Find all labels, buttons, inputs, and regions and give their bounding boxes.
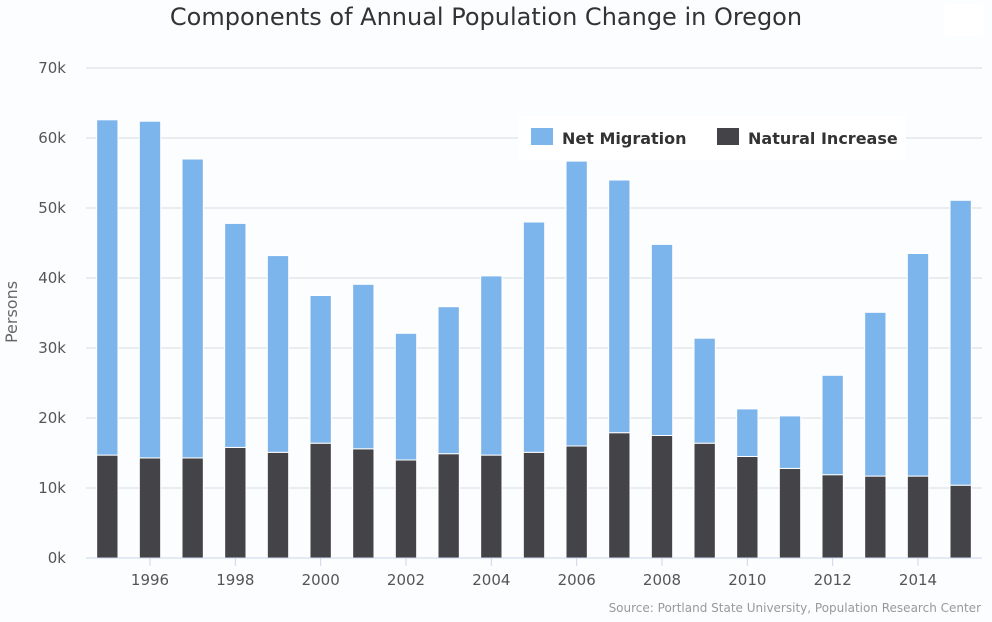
bar-natural-increase-2006[interactable]	[565, 445, 588, 559]
y-tick-label: 40k	[38, 269, 66, 287]
x-tick-label: 2008	[643, 571, 681, 589]
x-tick-label: 2002	[387, 571, 425, 589]
bar-natural-increase-2010[interactable]	[736, 456, 759, 559]
bar-natural-increase-2004[interactable]	[480, 454, 503, 559]
x-tick-label: 2006	[558, 571, 596, 589]
legend-item-net-migration[interactable]: Net Migration	[531, 128, 687, 148]
y-axis-ticks: 0k 10k 20k 30k 40k 50k 60k 70k	[38, 59, 66, 567]
bar-natural-increase-2012[interactable]	[821, 474, 844, 559]
legend-label-natural-increase: Natural Increase	[748, 129, 898, 148]
legend-label-net-migration: Net Migration	[562, 129, 687, 148]
bar-net-migration-2001[interactable]	[352, 283, 375, 450]
bar-net-migration-2000[interactable]	[309, 295, 332, 444]
legend-box	[518, 116, 906, 160]
bar-net-migration-2010[interactable]	[736, 408, 759, 457]
bar-natural-increase-2011[interactable]	[778, 467, 802, 559]
bar-net-migration-2002[interactable]	[394, 332, 418, 461]
y-tick-label: 60k	[38, 129, 66, 147]
x-tick-label: 2014	[899, 571, 937, 589]
bar-natural-increase-2007[interactable]	[608, 432, 631, 559]
bar-natural-increase-2008[interactable]	[650, 435, 674, 559]
x-tick-label: 1998	[216, 571, 254, 589]
bar-net-migration-2015[interactable]	[949, 199, 972, 486]
x-tick-label: 2010	[728, 571, 766, 589]
bar-natural-increase-1998[interactable]	[224, 446, 247, 559]
bar-natural-increase-2015[interactable]	[949, 484, 972, 559]
bar-natural-increase-2014[interactable]	[906, 475, 930, 559]
chart-title: Components of Annual Population Change i…	[170, 3, 802, 31]
bar-net-migration-2012[interactable]	[821, 374, 844, 476]
y-tick-label: 20k	[38, 409, 66, 427]
bar-net-migration-2011[interactable]	[778, 415, 802, 469]
x-axis-ticks: 1996 1998 2000 2002 2004 2006 2008 2010 2012 2014	[131, 558, 937, 589]
bars	[96, 119, 972, 559]
bar-natural-increase-1997[interactable]	[181, 457, 204, 559]
bar-net-migration-2008[interactable]	[650, 243, 674, 436]
bar-net-migration-1998[interactable]	[224, 222, 247, 448]
y-axis-title: Persons	[2, 281, 21, 343]
bar-natural-increase-2009[interactable]	[693, 442, 716, 559]
bar-net-migration-2003[interactable]	[437, 306, 460, 455]
y-tick-label: 10k	[38, 479, 66, 497]
bar-net-migration-1995[interactable]	[96, 119, 119, 456]
x-tick-label: 2004	[472, 571, 510, 589]
x-tick-label: 2012	[814, 571, 852, 589]
bar-natural-increase-1996[interactable]	[138, 457, 162, 559]
bar-net-migration-1999[interactable]	[266, 255, 290, 453]
bar-net-migration-2009[interactable]	[693, 337, 716, 444]
bar-natural-increase-2002[interactable]	[394, 459, 418, 559]
bar-net-migration-1996[interactable]	[138, 120, 162, 459]
y-tick-label: 0k	[48, 549, 67, 567]
bar-natural-increase-2013[interactable]	[864, 475, 887, 559]
bar-natural-increase-2000[interactable]	[309, 442, 332, 559]
bar-net-migration-2006[interactable]	[565, 160, 588, 447]
legend-swatch-net-migration	[531, 128, 553, 145]
bar-natural-increase-2005[interactable]	[522, 451, 546, 559]
bar-natural-increase-1999[interactable]	[266, 451, 290, 559]
bar-natural-increase-2003[interactable]	[437, 453, 460, 559]
bar-net-migration-2005[interactable]	[522, 221, 546, 453]
y-tick-label: 30k	[38, 339, 66, 357]
legend-swatch-natural-increase	[717, 128, 739, 145]
y-tick-label: 50k	[38, 199, 66, 217]
bar-natural-increase-1995[interactable]	[96, 454, 119, 559]
x-tick-label: 1996	[131, 571, 169, 589]
y-tick-label: 70k	[38, 59, 66, 77]
source-credit[interactable]: Source: Portland State University, Popul…	[609, 601, 982, 615]
bar-net-migration-2004[interactable]	[480, 275, 503, 456]
bar-net-migration-2014[interactable]	[906, 253, 930, 477]
bar-net-migration-2013[interactable]	[864, 311, 887, 477]
bar-net-migration-2007[interactable]	[608, 179, 631, 434]
legend-item-natural-increase[interactable]: Natural Increase	[717, 128, 898, 148]
bar-natural-increase-2001[interactable]	[352, 448, 375, 559]
x-tick-label: 2000	[302, 571, 340, 589]
legend: Net Migration Natural Increase	[518, 116, 906, 160]
bar-net-migration-1997[interactable]	[181, 158, 204, 459]
context-menu-button[interactable]	[944, 4, 984, 36]
